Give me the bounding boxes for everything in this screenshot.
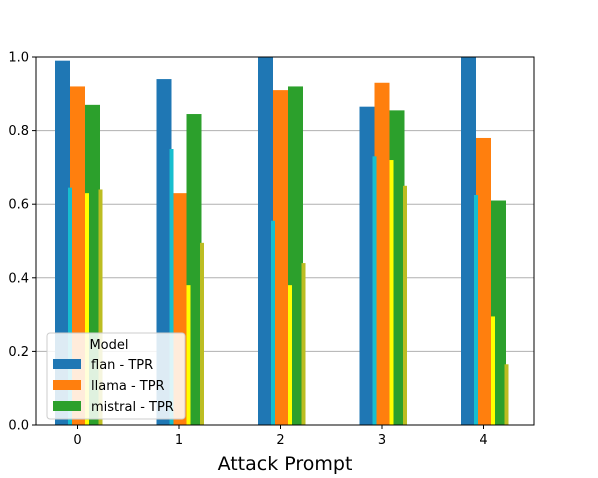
y-tick-label: 0.0 xyxy=(8,419,29,434)
y-tick-label: 0.8 xyxy=(8,124,29,139)
overlay-bar-0-2 xyxy=(271,220,275,425)
bar-flan-4 xyxy=(461,57,476,425)
overlay-bar-0-4 xyxy=(474,195,478,425)
y-tick-label: 0.6 xyxy=(8,198,29,213)
overlay-bar-1-3 xyxy=(389,160,394,426)
overlay-bar-0-1 xyxy=(169,149,174,425)
y-tick-label: 0.4 xyxy=(8,271,29,286)
overlay-bar-2-2 xyxy=(301,263,306,425)
legend-label-llama: llama - TPR xyxy=(91,379,165,394)
overlay-bar-2-1 xyxy=(200,242,204,425)
overlay-bar-0-3 xyxy=(372,156,377,426)
bar-llama-2 xyxy=(273,90,288,426)
bar-llama-3 xyxy=(374,82,390,425)
legend-swatch-mistral xyxy=(53,401,81,411)
x-axis: 0 1 2 3 4 xyxy=(73,425,488,448)
x-tick-label: 2 xyxy=(276,433,284,448)
bar-llama-4 xyxy=(476,137,491,425)
legend-box xyxy=(46,332,186,420)
legend-label-flan: flan - TPR xyxy=(91,358,153,373)
legend: Model flan - TPR llama - TPR mistral - T… xyxy=(46,332,186,420)
overlay-bar-1-1 xyxy=(186,285,191,425)
bar-flan-3 xyxy=(359,106,375,426)
plot-frame xyxy=(35,56,535,426)
overlay-bar-1-0 xyxy=(85,193,89,425)
y-axis: 0.0 0.2 0.4 0.6 0.8 1.0 xyxy=(8,51,36,434)
x-tick-label: 3 xyxy=(378,433,386,448)
y-tick-label: 1.0 xyxy=(8,51,29,66)
legend-swatch-flan xyxy=(53,359,81,369)
x-tick-label: 0 xyxy=(73,433,81,448)
x-axis-label: Attack Prompt xyxy=(218,453,353,475)
overlay-bar-1-2 xyxy=(288,285,292,425)
legend-title: Model xyxy=(89,338,128,353)
legend-label-mistral: mistral - TPR xyxy=(91,400,174,415)
overlay-bar-2-4 xyxy=(504,364,509,425)
overlay-bar-2-3 xyxy=(403,185,407,425)
overlay-bar-1-4 xyxy=(491,316,495,425)
legend-swatch-llama xyxy=(53,380,81,390)
overlay-bar-0-0 xyxy=(68,187,72,425)
x-tick-label: 4 xyxy=(479,433,487,448)
y-tick-label: 0.2 xyxy=(8,345,29,360)
x-tick-label: 1 xyxy=(175,433,183,448)
overlay-bar-2-0 xyxy=(98,189,103,425)
bar-flan-2 xyxy=(258,57,273,425)
overlay-bars xyxy=(68,149,509,426)
